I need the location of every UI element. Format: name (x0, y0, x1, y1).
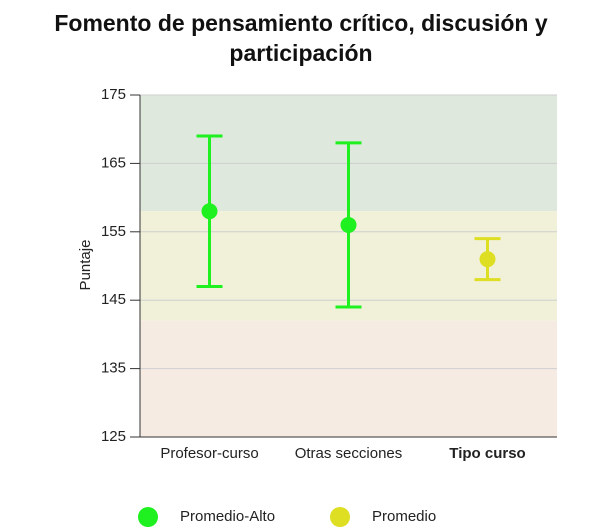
point (479, 251, 496, 268)
legend-marker (330, 507, 350, 527)
y-tick-label: 145 (101, 291, 126, 308)
legend-label: Promedio (372, 508, 436, 525)
legend-marker (138, 507, 158, 527)
x-axis-label: Tipo curso (449, 445, 525, 462)
legend-label: Promedio-Alto (180, 508, 275, 525)
y-tick-label: 155 (101, 223, 126, 240)
chart-title: Fomento de pensamiento crítico, discusió… (54, 10, 548, 66)
y-tick-label: 135 (101, 360, 126, 377)
y-tick-label: 165 (101, 154, 126, 171)
x-tick-label: Otras secciones (295, 445, 403, 462)
point (201, 203, 218, 220)
point (340, 216, 357, 233)
y-tick-label: 125 (101, 428, 126, 445)
plot-band (140, 320, 557, 437)
y-tick-label: 175 (101, 86, 126, 103)
x-tick-label: Profesor-curso (160, 445, 258, 462)
y-axis-label: Puntaje (77, 240, 94, 291)
